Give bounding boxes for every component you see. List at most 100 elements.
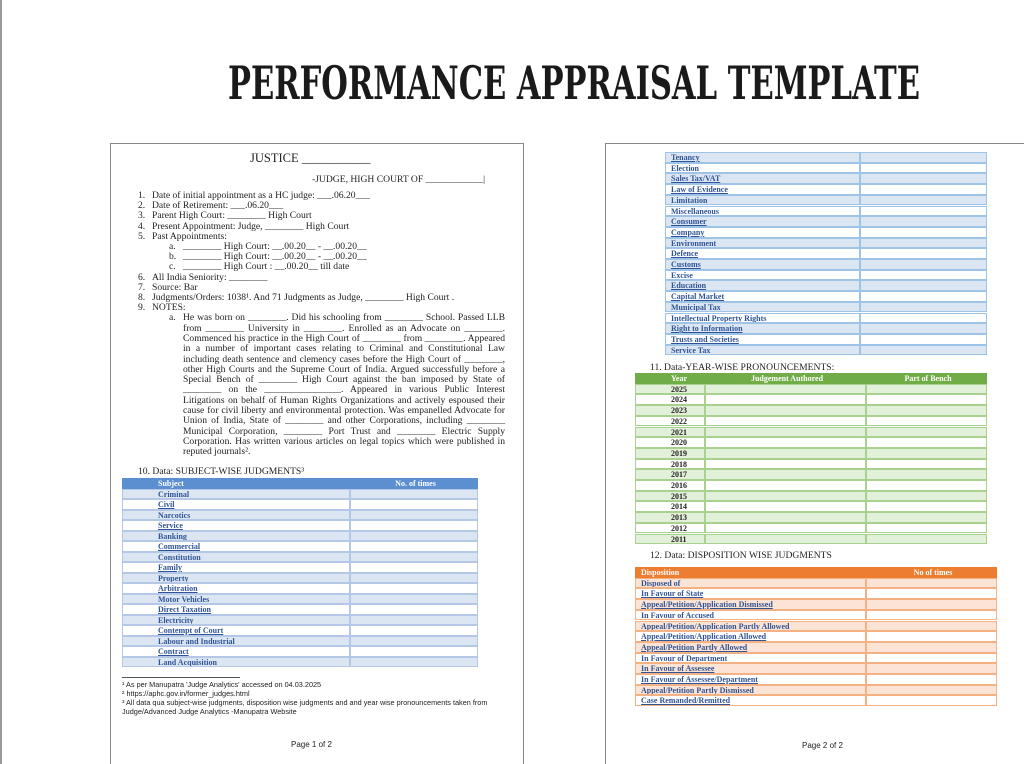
table-cell [860,194,987,206]
row-label: Motor Vehicles [122,593,350,604]
table-cell [705,437,866,448]
table-cell [866,674,997,685]
table-cell [860,152,987,163]
row-label: Direct Taxation [122,604,350,615]
table-cell [866,522,987,534]
item-number: 5. [138,230,146,242]
row-label: In Favour of Assessee/Department [635,674,866,685]
sub-text: ________ High Court : __.00.20__ till da… [183,261,350,273]
row-label: 2018 [635,458,705,470]
row-label: In Favour of State [635,588,866,600]
row-label: Civil [122,499,350,510]
table-cell [705,405,866,416]
footnote: ² https://aphc.gov.in/former_judges.html [122,689,250,699]
row-label: Banking [122,530,350,541]
row-label: Electricity [122,614,350,625]
row-label: 2024 [635,394,705,406]
item-text: All India Seniority: ________ [152,271,268,283]
row-label: 2025 [635,383,705,395]
heading: JUSTICE ___________ [250,151,371,165]
item-number: 2. [138,200,146,212]
table-cell [866,631,997,642]
table-cell [860,216,987,227]
item-text: Date of Retirement: ___.06.20___ [152,200,284,212]
table-header: No of times [866,567,997,578]
table-cell [705,480,866,491]
row-label: Right to Information [665,323,860,334]
row-label: In Favour of Department [635,652,866,664]
table-cell [866,588,997,600]
item-number: 4. [138,220,146,232]
item-text: Past Appointments: [152,230,227,242]
table-cell [866,469,987,480]
table-cell [350,488,478,499]
row-label: Appeal/Petition/Application Dismissed [635,599,866,610]
sub-text: ________ High Court: __.00.20__ - __.00.… [183,251,367,263]
row-label: Customs [665,259,860,270]
table-cell [860,344,987,356]
table-cell [350,520,478,531]
row-label: Company [665,226,860,238]
row-label: Sales Tax/VAT [665,173,860,185]
table-cell [350,635,478,646]
row-label: Defence [665,248,860,259]
row-label: In Favour of Accused [635,609,866,621]
table-cell [866,415,987,427]
row-label: Property [122,572,350,583]
table-cell [866,609,997,621]
row-label: 2015 [635,490,705,502]
footnote-rule [122,677,240,678]
row-label: Capital Market [665,291,860,302]
row-label: 2021 [635,426,705,438]
sub-text: ________ High Court: __.00.20__ - __.00.… [183,241,367,252]
table-cell [866,394,987,406]
row-label: Miscellaneous [665,205,860,217]
row-label: Law of Evidence [665,184,860,195]
table-cell [866,490,987,502]
table-cell [866,663,997,674]
table-title: 11. Data-YEAR-WISE PRONOUNCEMENTS: [650,362,835,373]
table-header: Disposition [635,567,866,578]
row-label: 2012 [635,522,705,534]
table-cell [866,577,997,589]
row-label: 2011 [635,533,705,545]
item-number: 9. [138,302,146,314]
item-text: Source: Bar [152,281,198,293]
footnote: ³ All data qua subject-wise judgments, d… [122,698,488,716]
notes-paragraph: He was born on ________. Did his schooli… [183,312,505,458]
table-cell [705,394,866,406]
table-cell [866,512,987,523]
table-header: No. of times [350,478,478,489]
table-cell [860,291,987,302]
item-number: 6. [138,271,146,283]
table-cell [350,509,478,520]
table-cell [350,593,478,604]
sub-letter: a. [169,241,176,252]
sub-letter: a. [169,312,176,324]
row-label: Limitation [665,194,860,206]
item-number: 7. [138,281,146,293]
table-cell [350,551,478,562]
row-label: 2013 [635,512,705,523]
row-label: Contract [122,646,350,657]
table-cell [350,572,478,583]
table-cell [350,604,478,615]
table-cell [866,684,997,696]
table-cell [866,641,997,653]
row-label: 2014 [635,501,705,513]
row-label: 2016 [635,480,705,491]
table-cell [860,173,987,185]
table-cell [350,562,478,573]
table-header: Subject [122,478,350,489]
table-cell [705,383,866,395]
row-label: Criminal [122,488,350,499]
table-cell [866,437,987,448]
table-cell [860,248,987,259]
row-label: Tenancy [665,152,860,163]
table-cell [860,226,987,238]
table-cell [866,533,987,545]
item-text: Parent High Court: ________ High Court [152,210,312,222]
table-cell [350,499,478,510]
row-label: Appeal/Petition Partly Allowed [635,641,866,653]
subheading: -JUDGE, HIGH COURT OF ____________| [312,174,486,185]
